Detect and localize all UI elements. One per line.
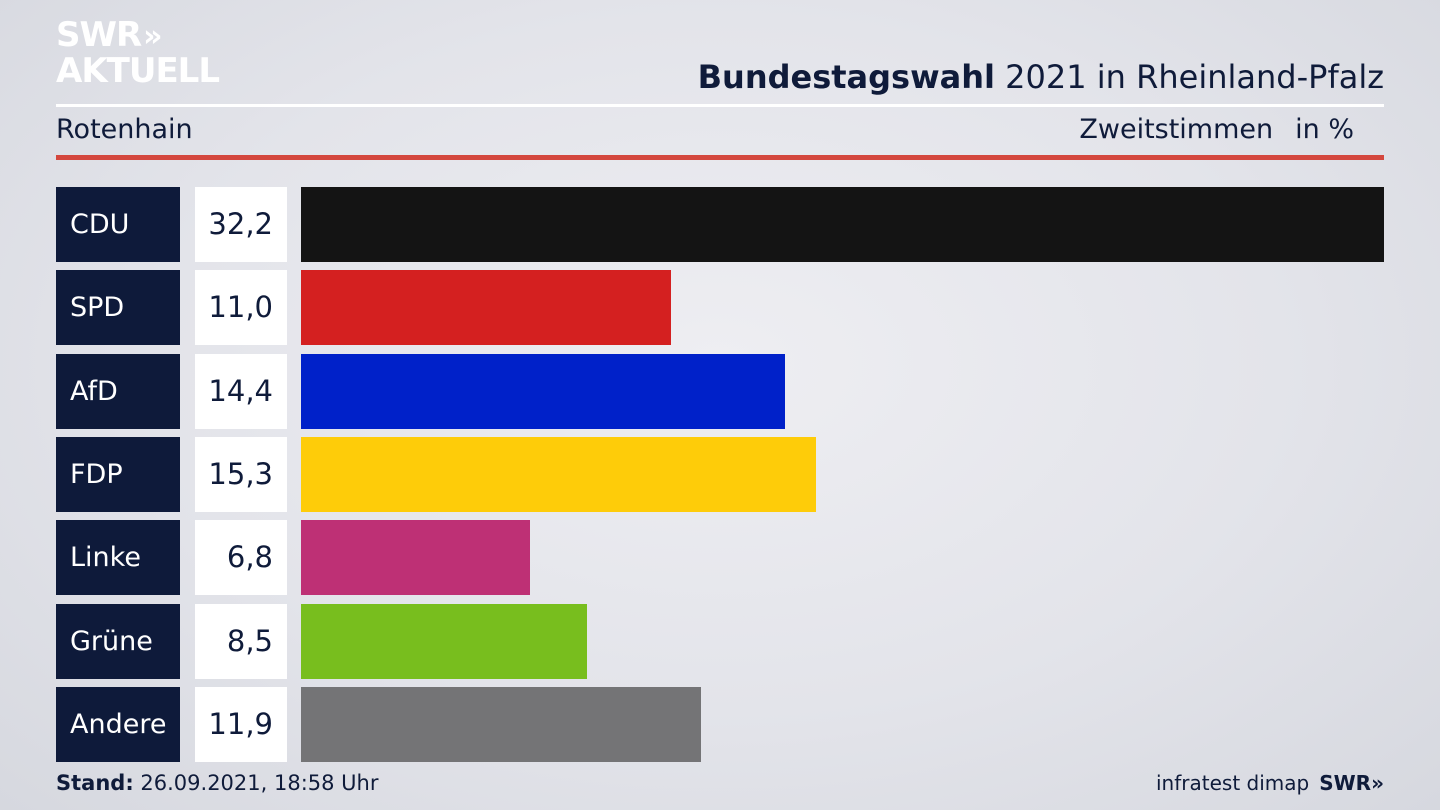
- bar: [301, 353, 786, 429]
- party-label: SPD: [56, 270, 180, 346]
- value-label: 14,4: [195, 353, 287, 429]
- value-label: 11,0: [195, 270, 287, 346]
- value-label: 6,8: [195, 520, 287, 596]
- value-label: 32,2: [195, 187, 287, 262]
- vote-type-label: Zweitstimmen in %: [1079, 114, 1354, 145]
- party-label: Grüne: [56, 603, 180, 679]
- swr-aktuell-logo: SWR» AKTUELL: [56, 15, 220, 91]
- value-label: 15,3: [195, 436, 287, 512]
- bar: [301, 603, 587, 679]
- bar: [301, 520, 530, 596]
- bar: [301, 187, 1384, 262]
- source-credit: infratest dimap SWR»: [1156, 771, 1384, 795]
- party-label: Linke: [56, 520, 180, 596]
- chevron-icon: »: [143, 19, 163, 54]
- party-label: FDP: [56, 436, 180, 512]
- chart-title: Bundestagswahl 2021 in Rheinland-Pfalz: [697, 58, 1384, 96]
- region-label: Rotenhain: [56, 114, 193, 145]
- swr-logo: SWR»: [1319, 771, 1384, 795]
- party-label: Andere: [56, 686, 180, 762]
- header-divider: [56, 104, 1384, 107]
- accent-divider: [56, 155, 1384, 160]
- unit-label: in %: [1295, 114, 1354, 145]
- bar: [301, 686, 702, 762]
- party-label: CDU: [56, 187, 180, 262]
- timestamp: Stand: 26.09.2021, 18:58 Uhr: [56, 771, 379, 795]
- bar: [301, 270, 671, 346]
- party-label: AfD: [56, 353, 180, 429]
- value-label: 8,5: [195, 603, 287, 679]
- bar: [301, 436, 816, 512]
- value-label: 11,9: [195, 686, 287, 762]
